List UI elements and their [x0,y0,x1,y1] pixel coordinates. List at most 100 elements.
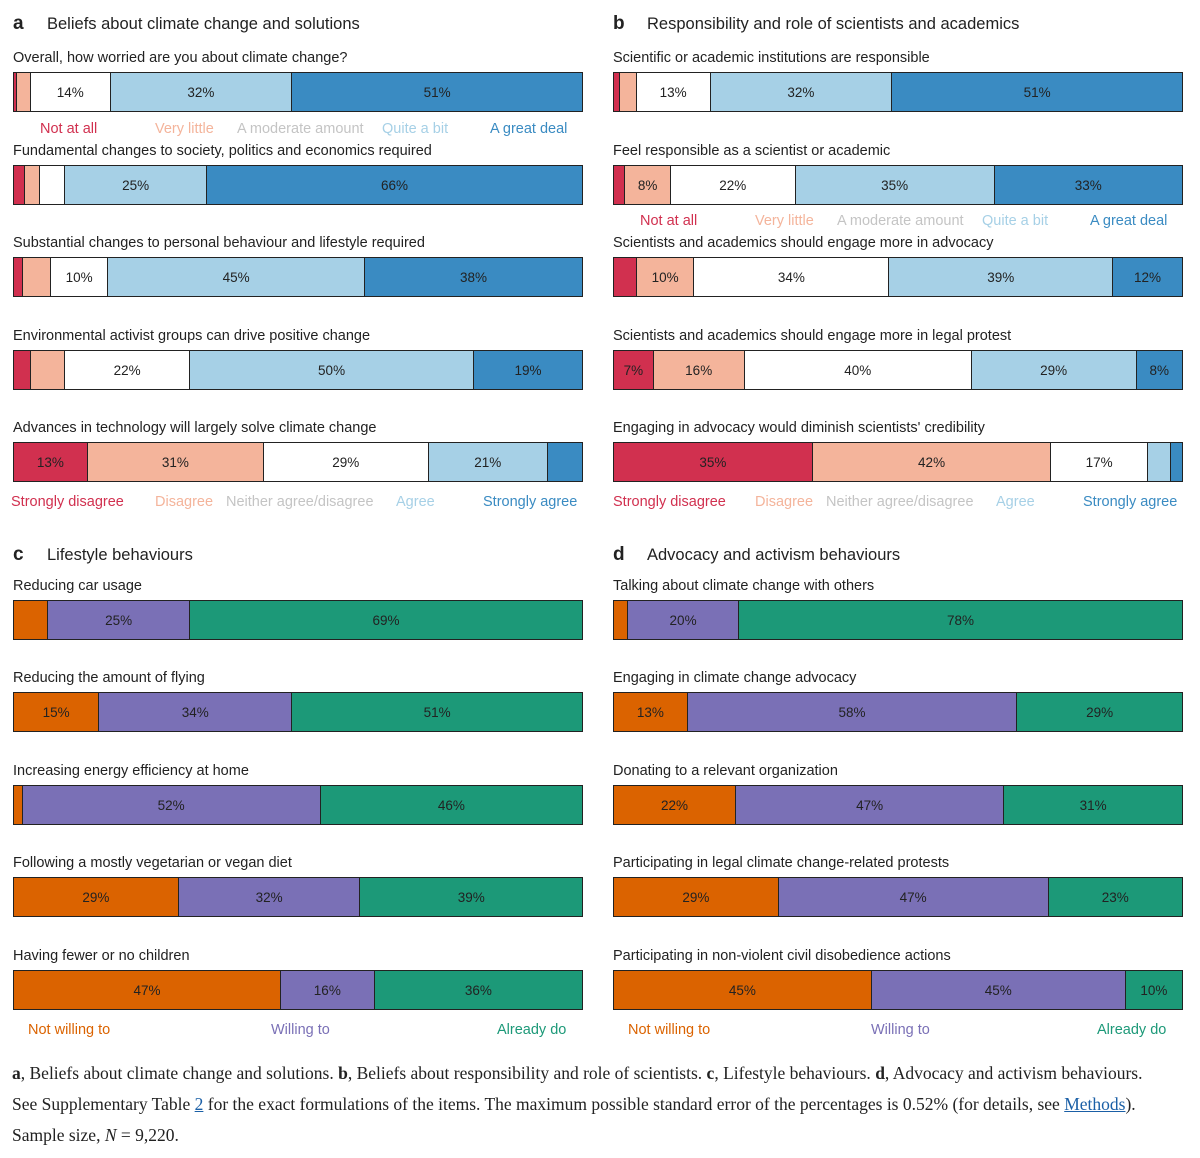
question-label: Scientific or academic institutions are … [613,50,930,66]
segment-value-label: 35% [699,454,727,470]
bar-segment: 47% [778,878,1049,916]
bar-segment: 47% [14,971,281,1009]
segment-value-label: 35% [881,177,909,193]
caption-text-c: , Lifestyle behaviours. [714,1063,876,1083]
bar-segment [614,601,629,639]
bar-segment: 36% [374,971,582,1009]
panel-c-header: c Lifestyle behaviours [13,544,193,570]
bar-segment: 34% [694,258,890,296]
bar-segment: 10% [51,258,109,296]
question-label: Talking about climate change with others [613,578,875,594]
bar-segment [614,166,626,204]
bar-segment: 25% [65,166,208,204]
bar-segment [22,258,52,296]
bar-segment [614,73,620,111]
legend-great-deal: A great deal [490,121,568,137]
segment-value-label: 34% [181,704,209,720]
stacked-bar: 25% 66% [13,165,583,205]
bar-segment [14,351,32,389]
bar-segment: 16% [280,971,375,1009]
bar-segment [31,351,66,389]
legend-amount: Not at all Very little A moderate amount… [613,213,1188,233]
supplementary-table-link[interactable]: 2 [194,1094,204,1114]
segment-value-label: 29% [1086,704,1114,720]
legend-not-willing: Not willing to [628,1022,711,1038]
question-label: Reducing the amount of flying [13,670,205,686]
bar-segment [1147,443,1171,481]
legend-already: Already do [1097,1022,1167,1038]
bar-segment: 8% [1136,351,1182,389]
bar-segment: 29% [1017,693,1182,731]
bar-segment: 12% [1113,258,1182,296]
bar-segment: 19% [474,351,582,389]
segment-value-label: 13% [659,84,687,100]
panel-letter: a [13,13,24,34]
panel-title: Advocacy and activism behaviours [647,546,901,564]
stacked-bar: 10% 34% 39% 12% [613,257,1183,297]
legend-agree: Strongly disagree Disagree Neither agree… [11,494,588,514]
stacked-bar: 25% 69% [13,600,583,640]
segment-value-label: 51% [423,704,451,720]
bar-segment: 46% [320,786,582,824]
bar-segment: 47% [736,786,1005,824]
panel-b-header: b Responsibility and role of scientists a… [613,13,1019,39]
bar-segment: 34% [99,693,293,731]
segment-value-label: 78% [946,612,974,628]
question-label: Engaging in advocacy would diminish scie… [613,420,985,436]
bar-segment: 45% [871,971,1126,1009]
bar-segment: 31% [1004,786,1182,824]
bar-segment [14,601,49,639]
legend-quite-a-bit: Quite a bit [382,121,449,137]
stacked-bar: 20% 78% [613,600,1183,640]
segment-value-label: 16% [313,982,341,998]
question-label: Scientists and academics should engage m… [613,328,1012,344]
legend-not-at-all: Not at all [640,213,698,229]
question-label: Substantial changes to personal behaviou… [13,235,425,251]
bar-segment: 29% [263,443,429,481]
question-label: Feel responsible as a scientist or acade… [613,143,891,159]
bar-segment [25,166,40,204]
bar-segment: 78% [738,601,1182,639]
legend-strongly-agree: Strongly agree [1083,494,1178,510]
legend-agree: Strongly disagree Disagree Neither agree… [613,494,1188,514]
segment-value-label: 52% [157,797,185,813]
panel-d-header: d Advocacy and activism behaviours [613,544,900,570]
stacked-bar: 35% 42% 17% [613,442,1183,482]
legend-willingness: Not willing to Willing to Already do [613,1022,1188,1042]
segment-value-label: 45% [728,982,756,998]
bar-segment: 32% [178,878,361,916]
legend-not-at-all: Not at all [40,121,98,137]
segment-value-label: 29% [332,454,360,470]
segment-value-label: 38% [459,269,488,285]
question-label: Fundamental changes to society, politics… [13,143,432,159]
bar-segment [14,73,17,111]
bar-segment: 50% [190,351,475,389]
segment-value-label: 29% [1040,362,1068,378]
stacked-bar: 8% 22% 35% 33% [613,165,1183,205]
segment-value-label: 25% [105,612,133,628]
bar-segment: 13% [14,443,88,481]
segment-value-label: 46% [437,797,465,813]
panel-title: Beliefs about climate change and solutio… [47,15,360,33]
segment-value-label: 7% [623,362,644,378]
segment-value-label: 47% [856,797,884,813]
stacked-bar: 47% 16% 36% [13,970,583,1010]
caption-n-symbol: N [104,1125,117,1145]
segment-value-label: 17% [1085,454,1113,470]
legend-amount: Not at all Very little A moderate amount… [13,121,588,141]
caption-text-3: ). Sample size, [12,1094,1136,1145]
methods-link[interactable]: Methods [1064,1094,1126,1114]
question-label: Environmental activist groups can drive … [13,328,371,344]
stacked-bar: 52% 46% [13,785,583,825]
legend-strongly-disagree: Strongly disagree [613,494,726,510]
bar-segment: 21% [428,443,548,481]
legend-disagree: Disagree [755,494,814,510]
segment-value-label: 12% [1134,269,1162,285]
panel-title: Responsibility and role of scientists an… [647,15,1020,33]
bar-segment [14,786,23,824]
bar-segment: 22% [670,166,796,204]
segment-value-label: 14% [56,84,84,100]
segment-value-label: 15% [42,704,70,720]
bar-segment [547,443,582,481]
bar-segment [39,166,66,204]
